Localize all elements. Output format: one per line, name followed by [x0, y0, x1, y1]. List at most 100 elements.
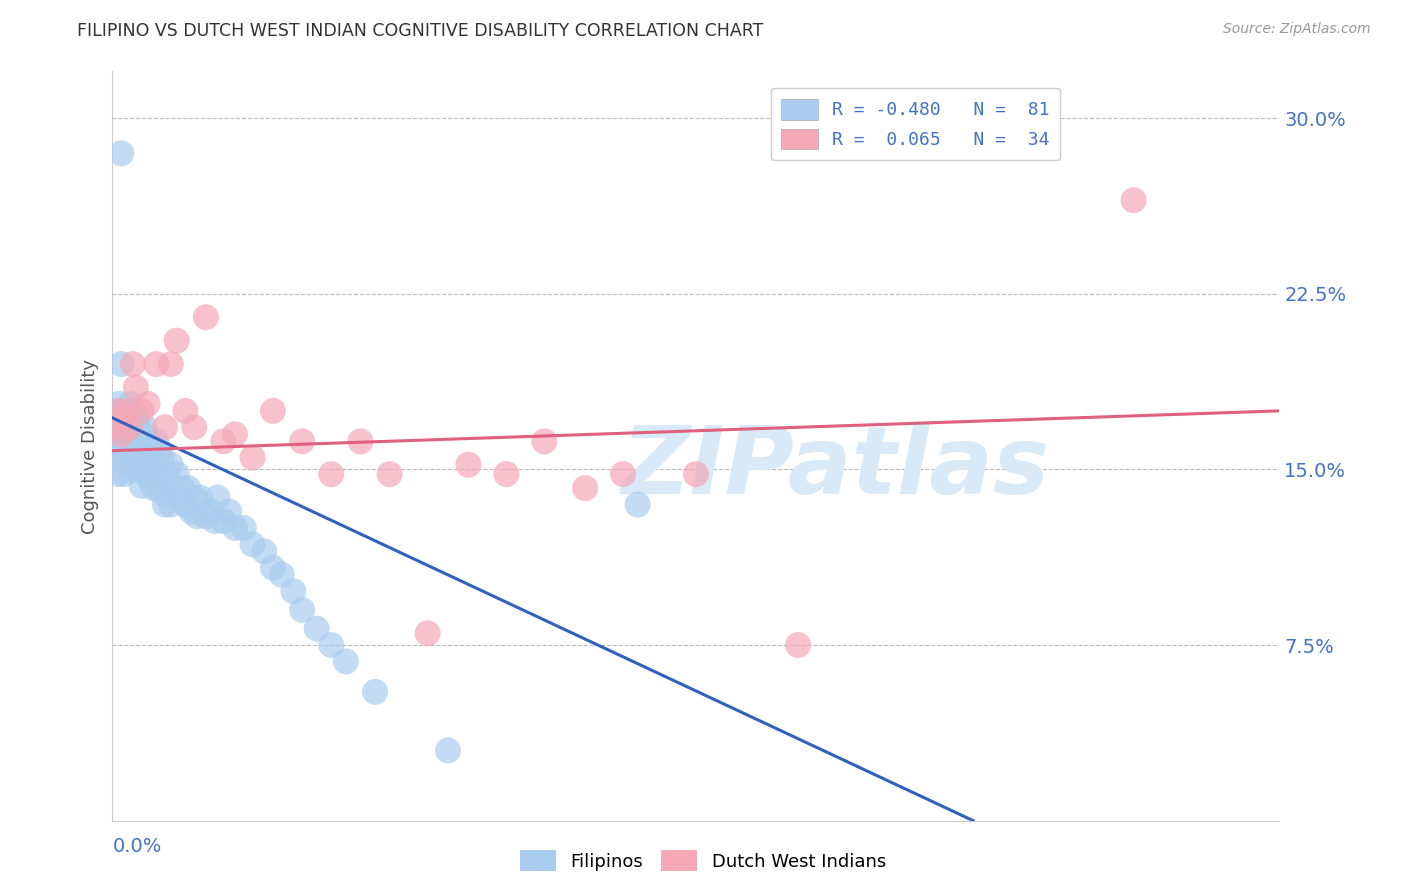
Text: 0.0%: 0.0%: [112, 837, 162, 856]
Point: [136, 467, 159, 482]
Legend: Filipinos, Dutch West Indians: Filipinos, Dutch West Indians: [513, 843, 893, 879]
Point: [125, 411, 148, 425]
Point: [107, 450, 129, 465]
Point: [142, 481, 165, 495]
Point: [107, 416, 129, 430]
Point: [160, 498, 183, 512]
Point: [242, 537, 264, 551]
Point: [110, 427, 132, 442]
Point: [122, 462, 145, 476]
Point: [253, 544, 276, 558]
Point: [533, 434, 555, 449]
Point: [224, 427, 246, 442]
Point: [136, 434, 159, 449]
Point: [139, 474, 162, 488]
Point: [115, 404, 138, 418]
Point: [153, 498, 176, 512]
Point: [150, 450, 173, 465]
Point: [186, 509, 208, 524]
Point: [232, 521, 254, 535]
Point: [122, 357, 145, 371]
Point: [112, 420, 135, 434]
Point: [122, 434, 145, 449]
Point: [115, 458, 138, 472]
Point: [112, 443, 135, 458]
Point: [150, 485, 173, 500]
Point: [172, 481, 194, 495]
Point: [416, 626, 439, 640]
Point: [349, 434, 371, 449]
Point: [194, 509, 217, 524]
Point: [125, 434, 148, 449]
Point: [118, 397, 141, 411]
Point: [204, 514, 226, 528]
Point: [125, 462, 148, 476]
Point: [212, 514, 235, 528]
Point: [201, 505, 224, 519]
Point: [145, 357, 167, 371]
Point: [160, 357, 183, 371]
Point: [107, 434, 129, 449]
Point: [218, 505, 240, 519]
Point: [131, 404, 153, 418]
Point: [437, 743, 460, 757]
Point: [183, 420, 205, 434]
Point: [104, 420, 127, 434]
Point: [305, 622, 328, 636]
Point: [685, 467, 707, 482]
Point: [194, 310, 217, 325]
Point: [166, 334, 188, 348]
Point: [188, 491, 211, 505]
Point: [134, 458, 156, 472]
Point: [291, 603, 314, 617]
Point: [787, 638, 810, 652]
Point: [115, 434, 138, 449]
Point: [321, 638, 343, 652]
Point: [112, 467, 135, 482]
Point: [177, 481, 200, 495]
Point: [627, 498, 650, 512]
Point: [212, 434, 235, 449]
Point: [112, 411, 135, 425]
Point: [128, 420, 150, 434]
Point: [207, 491, 229, 505]
Point: [262, 404, 284, 418]
Point: [110, 404, 132, 418]
Point: [139, 443, 162, 458]
Point: [107, 404, 129, 418]
Point: [364, 685, 387, 699]
Point: [612, 467, 634, 482]
Point: [104, 450, 127, 465]
Point: [104, 420, 127, 434]
Point: [142, 450, 165, 465]
Point: [107, 397, 129, 411]
Legend: R = -0.480   N =  81, R =  0.065   N =  34: R = -0.480 N = 81, R = 0.065 N = 34: [770, 88, 1060, 161]
Point: [125, 380, 148, 394]
Point: [148, 481, 170, 495]
Point: [242, 450, 264, 465]
Point: [110, 146, 132, 161]
Point: [174, 404, 197, 418]
Point: [153, 420, 176, 434]
Point: [110, 427, 132, 442]
Point: [153, 467, 176, 482]
Point: [131, 450, 153, 465]
Point: [128, 450, 150, 465]
Point: [378, 467, 401, 482]
Point: [574, 481, 596, 495]
Point: [110, 357, 132, 371]
Point: [156, 481, 179, 495]
Point: [148, 443, 170, 458]
Point: [262, 561, 284, 575]
Y-axis label: Cognitive Disability: Cognitive Disability: [80, 359, 98, 533]
Point: [134, 420, 156, 434]
Point: [335, 655, 357, 669]
Point: [131, 427, 153, 442]
Text: FILIPINO VS DUTCH WEST INDIAN COGNITIVE DISABILITY CORRELATION CHART: FILIPINO VS DUTCH WEST INDIAN COGNITIVE …: [77, 22, 763, 40]
Point: [291, 434, 314, 449]
Point: [183, 491, 205, 505]
Point: [495, 467, 517, 482]
Point: [457, 458, 479, 472]
Point: [104, 404, 127, 418]
Point: [270, 567, 292, 582]
